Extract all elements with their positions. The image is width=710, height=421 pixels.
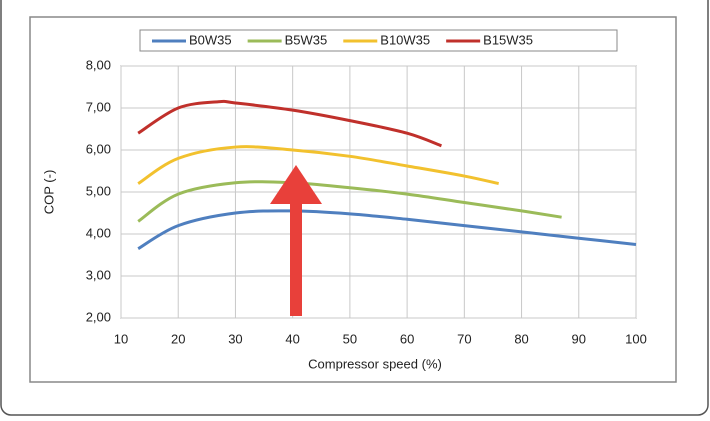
plot-area: 2,00 3,00 4,00 5,00 6,00 7,00 8,00 10 20 30 40 50 60… [86,57,647,346]
y-tick-label: 3,00 [86,267,111,282]
x-tick-label: 60 [400,331,414,346]
series-line [137,99,442,148]
x-tick-label: 90 [572,331,586,346]
y-tick-label: 7,00 [86,99,111,114]
y-axis-label: COP (-) [41,170,56,215]
y-tick-label: 4,00 [86,225,111,240]
arrow [270,165,322,316]
y-tick-label: 5,00 [86,183,111,198]
series-line [137,180,562,223]
series-line [137,145,499,186]
x-tick-label: 80 [514,331,528,346]
x-tick-label: 100 [625,331,647,346]
x-tick-label: 20 [171,331,185,346]
legend-label: B10W35 [380,32,430,47]
x-tick-label: 40 [285,331,299,346]
y-tick-label: 2,00 [86,309,111,324]
legend-label: B15W35 [483,32,533,47]
series-line [137,209,637,250]
x-tick-label: 50 [343,331,357,346]
y-tick-label: 8,00 [86,57,111,72]
arrow-shaft [290,200,302,316]
legend-label: B5W35 [285,32,328,47]
x-tick-label: 30 [228,331,242,346]
x-tick-label: 70 [457,331,471,346]
legend-label: B0W35 [189,32,232,47]
legend: B0W35 B5W35 B10W35 B15W35 [139,29,618,52]
y-tick-label: 6,00 [86,141,111,156]
x-tick-label: 10 [114,331,128,346]
arrow-head [270,165,322,204]
x-axis-label: Compressor speed (%) [308,356,442,371]
legend-box [139,29,618,52]
